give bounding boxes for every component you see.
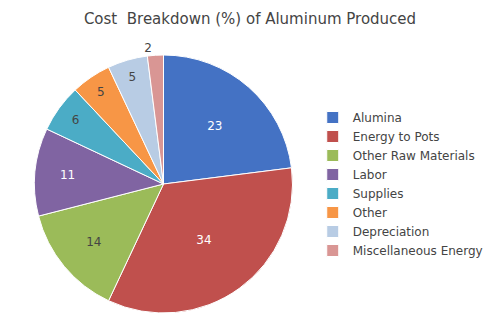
svg-text:Energy to Pots: Energy to Pots xyxy=(353,130,440,144)
svg-text:Other: Other xyxy=(353,206,387,220)
svg-text:Supplies: Supplies xyxy=(353,187,404,201)
svg-text:5: 5 xyxy=(129,70,137,84)
svg-text:Depreciation: Depreciation xyxy=(353,225,430,239)
svg-text:2: 2 xyxy=(144,41,152,55)
svg-text:Miscellaneous Energy: Miscellaneous Energy xyxy=(353,244,483,258)
svg-text:Cost Breakdown (%) of Aluminu: Cost Breakdown (%) of Aluminum Produced xyxy=(84,10,416,28)
svg-text:14: 14 xyxy=(86,235,101,249)
svg-text:Other Raw Materials: Other Raw Materials xyxy=(353,149,475,163)
svg-text:Alumina: Alumina xyxy=(353,111,402,125)
svg-text:5: 5 xyxy=(97,85,105,99)
svg-text:Labor: Labor xyxy=(353,168,387,182)
svg-text:23: 23 xyxy=(207,119,222,133)
svg-text:34: 34 xyxy=(196,233,211,247)
svg-text:11: 11 xyxy=(60,168,75,182)
svg-text:6: 6 xyxy=(72,113,80,127)
